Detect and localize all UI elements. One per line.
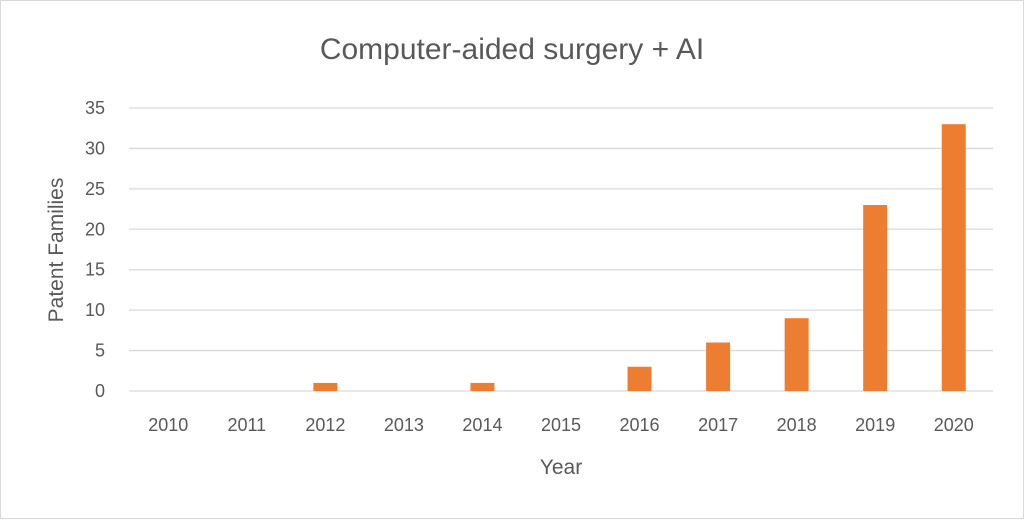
x-tick-label: 2012 xyxy=(305,415,345,435)
x-tick-label: 2013 xyxy=(384,415,424,435)
x-tick-label: 2016 xyxy=(620,415,660,435)
y-tick-label: 20 xyxy=(85,219,105,239)
x-tick-label: 2015 xyxy=(541,415,581,435)
x-tick-label: 2018 xyxy=(777,415,817,435)
bar-2014 xyxy=(470,382,495,391)
bar-2019 xyxy=(863,205,888,391)
y-tick-label: 30 xyxy=(85,138,105,158)
x-tick-label: 2010 xyxy=(148,415,188,435)
x-tick-label: 2020 xyxy=(934,415,974,435)
gridlines xyxy=(129,107,993,392)
x-tick-label: 2011 xyxy=(227,415,266,435)
x-tick-label: 2017 xyxy=(698,415,738,435)
y-axis-label: Patent Families xyxy=(45,178,68,323)
bars xyxy=(313,124,966,392)
y-tick-label: 0 xyxy=(95,381,105,401)
x-tick-label: 2019 xyxy=(855,415,895,435)
y-tick-label: 25 xyxy=(85,179,105,199)
y-tick-label: 35 xyxy=(85,98,105,118)
bar-2016 xyxy=(627,366,652,391)
chart-title: Computer-aided surgery + AI xyxy=(320,33,704,66)
y-tick-label: 5 xyxy=(95,341,105,361)
bar-2018 xyxy=(784,318,809,391)
y-axis-ticks: 0 5 10 15 20 25 30 35 xyxy=(85,98,105,401)
y-tick-label: 15 xyxy=(85,260,105,280)
x-axis-label: Year xyxy=(540,456,582,479)
x-tick-label: 2014 xyxy=(462,415,502,435)
x-axis-ticks: 2010 2011 2012 2013 2014 2015 2016 2017 2018 2019… xyxy=(148,415,974,435)
y-tick-label: 10 xyxy=(85,300,105,320)
bar-2020 xyxy=(941,124,966,392)
bar-2012 xyxy=(313,382,338,391)
bar-2017 xyxy=(706,342,731,391)
